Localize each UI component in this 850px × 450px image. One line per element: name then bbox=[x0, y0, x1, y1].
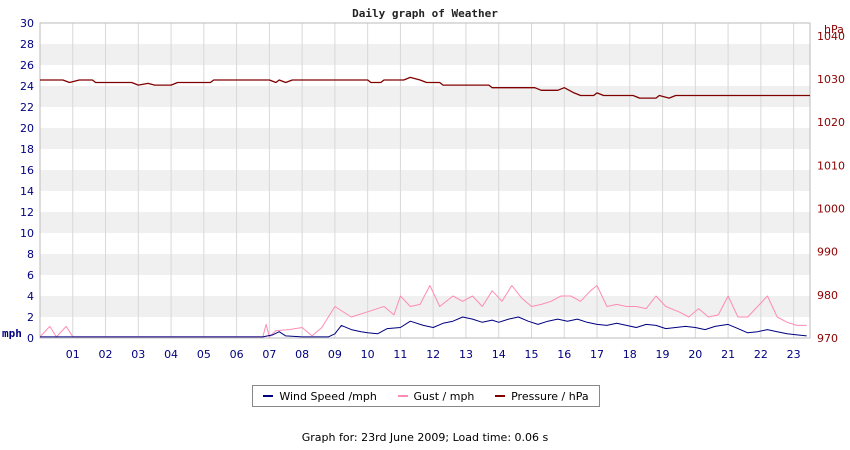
x-tick-label: 13 bbox=[459, 348, 473, 361]
grid-band bbox=[40, 86, 810, 107]
y-left-tick-label: 4 bbox=[27, 290, 34, 303]
y-right-tick-label: 990 bbox=[817, 246, 838, 259]
y-right-tick-label: 1030 bbox=[817, 73, 845, 86]
grid-band bbox=[40, 275, 810, 296]
y-left-tick-label: 24 bbox=[20, 80, 34, 93]
grid-band bbox=[40, 128, 810, 149]
x-tick-label: 08 bbox=[295, 348, 309, 361]
y-left-unit: mph bbox=[2, 327, 22, 340]
x-tick-label: 03 bbox=[131, 348, 145, 361]
y-left-tick-label: 10 bbox=[20, 227, 34, 240]
x-tick-label: 23 bbox=[787, 348, 801, 361]
grid-band bbox=[40, 149, 810, 170]
grid-band bbox=[40, 212, 810, 233]
grid-band bbox=[40, 23, 810, 44]
x-tick-label: 07 bbox=[262, 348, 276, 361]
y-left-tick-label: 6 bbox=[27, 269, 34, 282]
legend-item-wind: Wind Speed /mph bbox=[263, 390, 377, 403]
grid-band bbox=[40, 44, 810, 65]
y-left-tick-label: 0 bbox=[27, 332, 34, 345]
grid-band bbox=[40, 107, 810, 128]
y-left-tick-label: 30 bbox=[20, 17, 34, 30]
legend-swatch-gust bbox=[397, 395, 408, 397]
x-tick-label: 14 bbox=[492, 348, 506, 361]
y-left-tick-label: 18 bbox=[20, 143, 34, 156]
grid-band bbox=[40, 317, 810, 338]
grid-band bbox=[40, 233, 810, 254]
y-left-tick-label: 2 bbox=[27, 311, 34, 324]
x-tick-label: 10 bbox=[361, 348, 375, 361]
x-tick-label: 18 bbox=[623, 348, 637, 361]
y-right-tick-label: 1040 bbox=[817, 30, 845, 43]
y-left-tick-label: 14 bbox=[20, 185, 34, 198]
x-tick-label: 19 bbox=[656, 348, 670, 361]
x-tick-label: 12 bbox=[426, 348, 440, 361]
y-left-tick-label: 16 bbox=[20, 164, 34, 177]
chart-title: Daily graph of Weather bbox=[352, 7, 498, 20]
y-left-tick-label: 28 bbox=[20, 38, 34, 51]
legend-item-pressure: Pressure / hPa bbox=[495, 390, 589, 403]
y-left-tick-label: 20 bbox=[20, 122, 34, 135]
y-right-tick-label: 1020 bbox=[817, 116, 845, 129]
grid-band bbox=[40, 170, 810, 191]
grid-band bbox=[40, 65, 810, 86]
x-tick-label: 21 bbox=[721, 348, 735, 361]
chart-legend: Wind Speed /mph Gust / mph Pressure / hP… bbox=[252, 385, 600, 407]
legend-label-pressure: Pressure / hPa bbox=[511, 389, 589, 403]
x-tick-label: 04 bbox=[164, 348, 178, 361]
x-tick-label: 05 bbox=[197, 348, 211, 361]
graph-footer: Graph for: 23rd June 2009; Load time: 0.… bbox=[301, 431, 549, 444]
y-left-tick-label: 26 bbox=[20, 59, 34, 72]
legend-item-gust: Gust / mph bbox=[397, 389, 475, 403]
y-right-tick-label: 970 bbox=[817, 332, 838, 345]
y-right-tick-label: 1000 bbox=[817, 203, 845, 216]
y-left-tick-label: 22 bbox=[20, 101, 34, 114]
y-left-tick-label: 8 bbox=[27, 248, 34, 261]
x-tick-label: 11 bbox=[393, 348, 407, 361]
x-tick-label: 06 bbox=[230, 348, 244, 361]
x-tick-label: 01 bbox=[66, 348, 80, 361]
legend-label-gust: Gust / mph bbox=[413, 389, 475, 403]
y-left-tick-label: 12 bbox=[20, 206, 34, 219]
x-tick-label: 09 bbox=[328, 348, 342, 361]
x-tick-label: 20 bbox=[688, 348, 702, 361]
x-tick-label: 22 bbox=[754, 348, 768, 361]
x-tick-label: 16 bbox=[557, 348, 571, 361]
series-line-wind-speed bbox=[40, 316, 807, 338]
legend-label-wind: Wind Speed /mph bbox=[279, 389, 377, 403]
x-tick-label: 02 bbox=[99, 348, 113, 361]
y-right-tick-label: 1010 bbox=[817, 159, 845, 172]
legend-swatch-pressure bbox=[495, 395, 506, 397]
x-tick-label: 17 bbox=[590, 348, 604, 361]
legend-swatch-wind bbox=[263, 395, 274, 397]
series-line-pressure bbox=[40, 76, 810, 99]
grid-band bbox=[40, 254, 810, 275]
y-right-unit: hPa bbox=[824, 23, 844, 36]
grid-band bbox=[40, 191, 810, 212]
series-line-gust bbox=[39, 285, 807, 338]
grid-band bbox=[40, 296, 810, 317]
plot-area-frame bbox=[39, 22, 811, 339]
x-tick-label: 15 bbox=[524, 348, 538, 361]
y-right-tick-label: 980 bbox=[817, 289, 838, 302]
